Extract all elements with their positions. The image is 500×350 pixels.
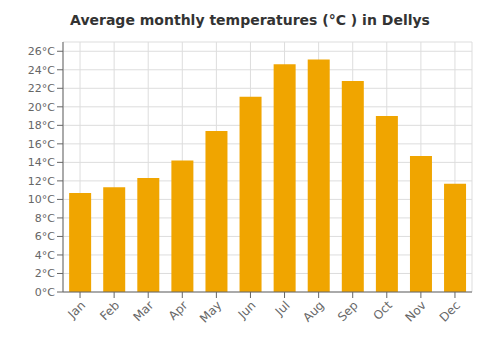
svg-text:22°C: 22°C: [28, 82, 55, 95]
svg-text:8°C: 8°C: [35, 212, 55, 225]
svg-text:14°C: 14°C: [28, 156, 55, 169]
svg-text:16°C: 16°C: [28, 138, 55, 151]
html-text:Average monthly temperatures (: Average monthly temperatures (°C ) in De…: [70, 12, 430, 28]
svg-text:20°C: 20°C: [28, 101, 55, 114]
svg-text:Jan: Jan: [64, 298, 88, 322]
svg-text:Dec: Dec: [437, 298, 463, 324]
svg-text:4°C: 4°C: [35, 249, 55, 262]
svg-text:Sep: Sep: [335, 298, 361, 324]
svg-text:24°C: 24°C: [28, 64, 55, 77]
svg-text:Feb: Feb: [97, 298, 122, 323]
svg-text:18°C: 18°C: [28, 119, 55, 132]
svg-text:Mar: Mar: [130, 298, 156, 324]
svg-text:Aug: Aug: [300, 298, 326, 324]
svg-text:Jul: Jul: [272, 298, 293, 319]
svg-text:2°C: 2°C: [35, 267, 55, 280]
svg-text:6°C: 6°C: [35, 230, 55, 243]
svg-text:10°C: 10°C: [28, 193, 55, 206]
svg-text:26°C: 26°C: [28, 45, 55, 58]
svg-text:Nov: Nov: [403, 298, 429, 324]
svg-text:0°C: 0°C: [35, 286, 55, 299]
svg-text:12°C: 12°C: [28, 175, 55, 188]
svg-text:May: May: [197, 298, 224, 325]
svg-text:Oct: Oct: [370, 298, 395, 323]
svg-text:Apr: Apr: [166, 298, 191, 323]
svg-text:Jun: Jun: [235, 298, 259, 322]
